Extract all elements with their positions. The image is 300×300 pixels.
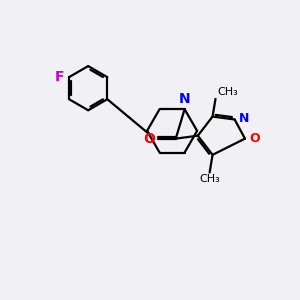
Text: N: N <box>239 112 249 124</box>
Text: N: N <box>179 92 190 106</box>
Text: O: O <box>249 132 260 145</box>
Text: O: O <box>143 132 155 145</box>
Text: CH₃: CH₃ <box>217 87 238 98</box>
Text: CH₃: CH₃ <box>199 174 220 184</box>
Text: F: F <box>55 70 64 84</box>
